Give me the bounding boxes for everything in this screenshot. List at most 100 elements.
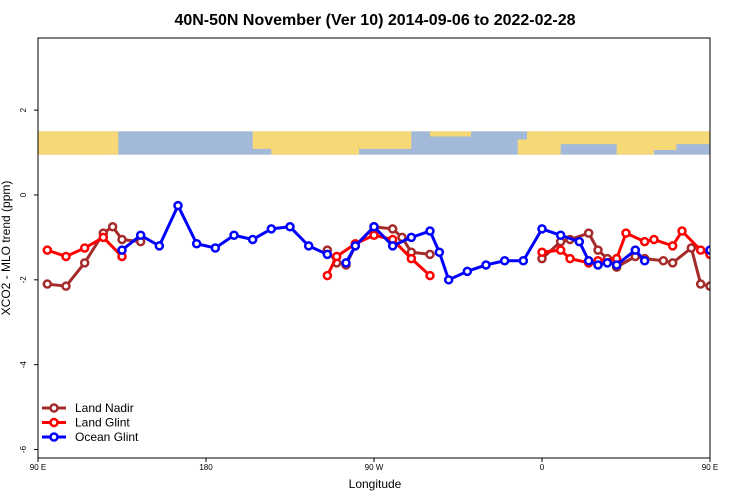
series-layer <box>42 200 750 291</box>
ocean-glint-point <box>341 258 351 268</box>
ocean-glint-point <box>555 230 566 241</box>
ocean-glint-point <box>639 255 650 266</box>
ocean-glint-point <box>499 255 510 266</box>
map-land <box>527 131 552 141</box>
ocean-glint-point <box>744 242 750 249</box>
map-land <box>551 131 710 145</box>
legend-marker-land-nadir <box>49 403 59 413</box>
ocean-glint-point <box>406 232 417 243</box>
map-land <box>430 131 472 137</box>
land-glint-point <box>667 241 678 251</box>
ocean-glint-point <box>387 241 398 251</box>
land-nadir-point <box>107 222 118 232</box>
land-nadir-point <box>583 228 594 238</box>
land-glint-point <box>406 253 417 264</box>
x-tick-label: 90 E <box>702 463 718 472</box>
y-tick-label: 0 <box>19 192 28 197</box>
legend-label-land-glint: Land Glint <box>75 416 130 430</box>
ocean-glint-point <box>303 241 314 251</box>
legend-label-land-nadir: Land Nadir <box>75 401 134 415</box>
ocean-glint-point <box>518 255 529 266</box>
ocean-glint-point <box>630 245 641 255</box>
x-axis-label: Longitude <box>349 477 402 491</box>
ocean-glint-point <box>247 234 258 245</box>
x-axis: 90 E 180 90 W 0 90 E <box>30 458 718 472</box>
land-nadir-point <box>705 281 710 291</box>
ocean-glint-point <box>266 224 277 234</box>
ocean-glint-point <box>135 230 146 241</box>
land-glint-point <box>649 234 659 245</box>
map-land <box>616 143 654 155</box>
y-tick-label: 2 <box>19 107 28 112</box>
land-glint-point <box>537 247 547 257</box>
land-glint-point <box>369 230 379 241</box>
land-glint-point <box>42 245 53 255</box>
ocean-glint-point <box>481 260 491 270</box>
land-nadir-point <box>744 230 750 237</box>
map-land <box>517 139 561 155</box>
land-nadir-line <box>708 283 710 287</box>
map-land <box>79 144 106 155</box>
land-nadir-point <box>61 281 71 291</box>
land-glint-point <box>79 243 90 253</box>
ocean-glint-point <box>154 241 165 251</box>
ocean-glint-point <box>583 255 594 266</box>
ocean-glint-line <box>121 204 328 256</box>
land-nadir-point <box>42 279 53 289</box>
y-tick-label: -4 <box>19 361 28 369</box>
ocean-glint-point <box>725 232 732 239</box>
y-tick-label: -6 <box>19 445 28 453</box>
ocean-glint-point <box>574 236 585 247</box>
chart-title: 40N-50N November (Ver 10) 2014-09-06 to … <box>174 12 575 29</box>
map-land <box>332 131 360 142</box>
land-glint-line <box>709 252 710 255</box>
map-land <box>710 131 750 149</box>
land-nadir-point <box>695 279 706 289</box>
ocean-glint-point <box>210 243 221 253</box>
land-nadir-point <box>117 234 127 245</box>
ocean-glint-point <box>322 249 333 260</box>
ocean-glint-point <box>425 226 435 236</box>
land-glint-point <box>98 232 109 243</box>
land-glint-point <box>555 245 566 255</box>
x-tick-label: 90 W <box>365 463 384 472</box>
land-glint-point <box>639 236 650 247</box>
x-tick-label: 90 E <box>30 463 46 472</box>
ocean-glint-point <box>705 245 710 255</box>
legend-marker-ocean-glint <box>49 432 59 442</box>
map-land <box>650 141 677 150</box>
map-land <box>38 131 119 155</box>
land-glint-point <box>725 245 732 252</box>
land-glint-point <box>61 251 71 262</box>
ocean-glint-point <box>350 241 361 251</box>
legend-marker-land-glint <box>49 417 59 428</box>
ocean-glint-point <box>434 247 445 257</box>
legend-label-ocean-glint: Ocean Glint <box>75 430 139 444</box>
ocean-glint-point <box>462 266 473 277</box>
plot-frame <box>37 37 711 459</box>
map-land <box>271 145 360 155</box>
x-tick-label: 0 <box>540 463 545 472</box>
ocean-glint-point <box>173 200 183 211</box>
map-strip <box>38 131 750 155</box>
land-nadir-point <box>658 255 669 266</box>
ocean-glint-point <box>537 224 547 234</box>
land-nadir-point <box>725 259 732 266</box>
land-glint-point <box>565 253 575 264</box>
x-tick-label: 180 <box>199 463 213 472</box>
ocean-glint-point <box>593 260 603 270</box>
ocean-glint-point <box>611 260 622 270</box>
ocean-glint-line <box>709 248 710 251</box>
land-nadir-point <box>387 224 398 234</box>
land-nadir-point <box>425 249 435 260</box>
y-axis: 2 0 -2 -4 -6 <box>19 107 38 453</box>
land-nadir-point <box>667 258 678 268</box>
ocean-glint-point <box>285 222 295 232</box>
land-glint-point <box>621 228 631 238</box>
land-nadir-point <box>593 245 603 255</box>
ocean-glint-point <box>443 275 454 285</box>
ocean-glint-point <box>229 230 239 241</box>
land-glint-point <box>331 251 342 262</box>
land-glint-point <box>677 226 687 236</box>
